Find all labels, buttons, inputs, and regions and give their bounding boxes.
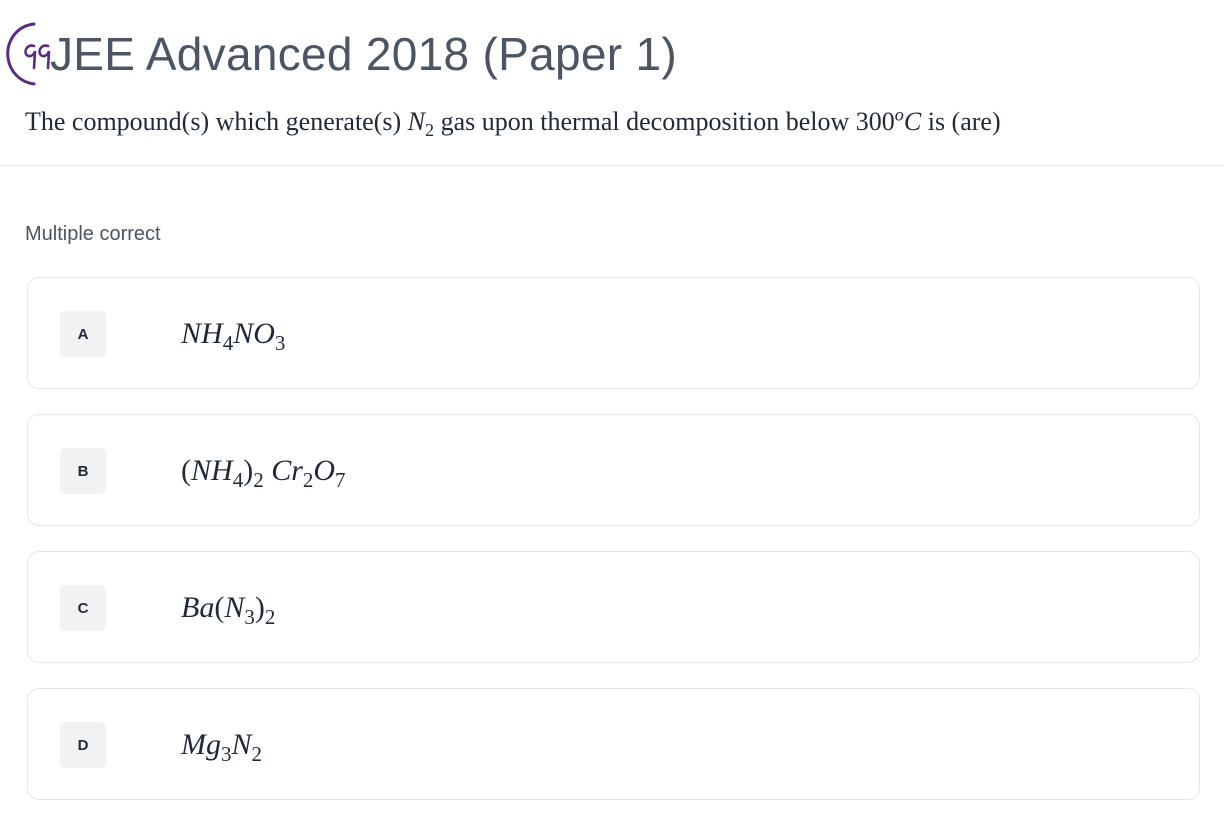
question-text: The compound(s) which generate(s) N2 gas…: [25, 100, 1001, 144]
question-text-part: is (are): [921, 107, 1001, 136]
temperature-value: 300oC: [855, 104, 922, 136]
option-b[interactable]: B (NH4)2 Cr2O7: [27, 414, 1200, 526]
handwritten-question-number-icon: [6, 22, 51, 86]
option-letter-badge: D: [60, 722, 106, 768]
option-formula: (NH4)2 Cr2O7: [181, 454, 346, 492]
option-a[interactable]: A NH4NO3: [27, 277, 1200, 389]
option-formula: Ba(N3)2: [181, 591, 276, 629]
option-letter-badge: A: [60, 311, 106, 357]
option-formula: Mg3N2: [181, 728, 263, 766]
question-text-part: gas upon thermal decomposition below: [434, 107, 856, 136]
page-title: JEE Advanced 2018 (Paper 1): [50, 28, 677, 80]
option-letter-badge: B: [60, 448, 106, 494]
nitrogen-formula: N2: [407, 107, 435, 141]
option-c[interactable]: C Ba(N3)2: [27, 551, 1200, 663]
option-formula: NH4NO3: [181, 317, 286, 355]
question-header: JEE Advanced 2018 (Paper 1) The compound…: [0, 0, 1224, 166]
question-text-part: The compound(s) which generate(s): [25, 107, 408, 136]
option-d[interactable]: D Mg3N2: [27, 688, 1200, 800]
options-list: A NH4NO3 B (NH4)2 Cr2O7 C Ba(N3)2 D Mg3N…: [27, 277, 1200, 825]
question-type-label: Multiple correct: [25, 223, 161, 245]
option-letter-badge: C: [60, 585, 106, 631]
